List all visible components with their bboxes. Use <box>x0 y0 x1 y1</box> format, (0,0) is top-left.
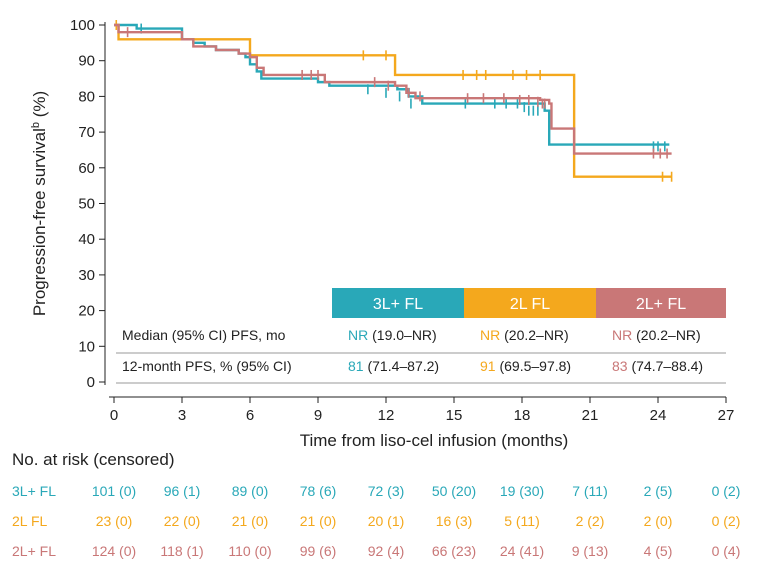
risk-row-label: 2L+ FL <box>12 543 56 559</box>
risk-cell: 50 (20) <box>432 483 476 499</box>
y-axis-label: Progression-free survivalb (%) <box>30 91 49 316</box>
risk-cell: 110 (0) <box>228 543 271 559</box>
risk-cell: 101 (0) <box>92 483 136 499</box>
risk-row-label: 2L FL <box>12 513 47 529</box>
risk-cell: 118 (1) <box>160 543 203 559</box>
risk-cell: 24 (41) <box>500 543 544 559</box>
risk-cell: 72 (3) <box>368 483 405 499</box>
risk-table-title: No. at risk (censored) <box>12 450 175 469</box>
risk-cell: 89 (0) <box>232 483 269 499</box>
x-tick-label: 24 <box>650 407 667 424</box>
risk-cell: 2 (5) <box>644 483 673 499</box>
summary-row-label: 12-month PFS, % (95% CI) <box>122 358 292 374</box>
x-tick-label: 27 <box>718 407 735 424</box>
y-tick-label: 30 <box>78 267 95 284</box>
summary-table-bg <box>116 318 726 378</box>
summary-header-cell <box>332 288 464 318</box>
risk-cell: 21 (0) <box>232 513 269 529</box>
series-line-3l-fl <box>114 23 670 146</box>
risk-cell: 22 (0) <box>164 513 201 529</box>
summary-header-cell <box>464 288 596 318</box>
x-tick-label: 9 <box>314 407 322 424</box>
summary-header-label: 3L+ FL <box>373 296 423 313</box>
x-tick-label: 18 <box>514 407 531 424</box>
risk-cell: 124 (0) <box>92 543 136 559</box>
x-tick-label: 0 <box>110 407 118 424</box>
x-tick-label: 6 <box>246 407 254 424</box>
summary-cell: 91 (69.5–97.8) <box>480 358 571 374</box>
y-tick-label: 100 <box>70 17 95 34</box>
risk-cell: 99 (6) <box>300 543 337 559</box>
x-tick-label: 12 <box>378 407 395 424</box>
risk-cell: 4 (5) <box>644 543 673 559</box>
y-tick-label: 60 <box>78 160 95 177</box>
x-axis-label: Time from liso-cel infusion (months) <box>300 431 569 450</box>
summary-header-cell <box>596 288 726 318</box>
y-tick-label: 40 <box>78 231 95 248</box>
risk-cell: 16 (3) <box>436 513 473 529</box>
x-tick-label: 15 <box>446 407 463 424</box>
risk-cell: 19 (30) <box>500 483 544 499</box>
risk-cell: 78 (6) <box>300 483 337 499</box>
y-tick-label: 70 <box>78 124 95 141</box>
summary-cell: NR (19.0–NR) <box>348 327 437 343</box>
summary-header-label: 2L+ FL <box>636 296 686 313</box>
summary-cell: 83 (74.7–88.4) <box>612 358 703 374</box>
risk-cell: 21 (0) <box>300 513 337 529</box>
series-line-2l-fl <box>114 23 672 155</box>
summary-row-label: Median (95% CI) PFS, mo <box>122 327 286 343</box>
y-tick-label: 20 <box>78 303 95 320</box>
risk-cell: 20 (1) <box>368 513 405 529</box>
summary-cell: NR (20.2–NR) <box>612 327 701 343</box>
risk-row-label: 3L+ FL <box>12 483 56 499</box>
risk-cell: 2 (2) <box>576 513 605 529</box>
risk-cell: 9 (13) <box>572 543 609 559</box>
summary-header-label: 2L FL <box>510 296 550 313</box>
risk-cell: 2 (0) <box>644 513 673 529</box>
risk-cell: 96 (1) <box>164 483 201 499</box>
y-tick-label: 50 <box>78 196 95 213</box>
y-tick-label: 10 <box>78 338 95 355</box>
risk-cell: 0 (2) <box>712 513 741 529</box>
summary-table: 3L+ FL 2L FL 2L+ FL Median (95% CI) PFS, mo… <box>116 288 726 384</box>
risk-cell: 7 (11) <box>572 483 608 499</box>
risk-cell: 5 (11) <box>504 513 540 529</box>
y-tick-label: 80 <box>78 88 95 105</box>
summary-cell: 81 (71.4–87.2) <box>348 358 439 374</box>
x-tick-label: 21 <box>582 407 599 424</box>
risk-cell: 66 (23) <box>432 543 476 559</box>
summary-cell: NR (20.2–NR) <box>480 327 569 343</box>
y-tick-label: 0 <box>87 374 95 391</box>
risk-cell: 0 (2) <box>712 483 741 499</box>
y-tick-label: 90 <box>78 53 95 70</box>
axes: 0 10 20 30 40 50 60 70 80 90 100 0 3 6 9 12 15 18 21 24 27 Ti… <box>30 17 734 450</box>
risk-cell: 0 (4) <box>712 543 741 559</box>
risk-cell: 92 (4) <box>368 543 405 559</box>
risk-cell: 23 (0) <box>96 513 133 529</box>
survival-curves <box>114 20 673 182</box>
risk-table: No. at risk (censored) 3L+ FL 101 (0) 96 (1… <box>12 450 740 559</box>
x-tick-label: 3 <box>178 407 186 424</box>
